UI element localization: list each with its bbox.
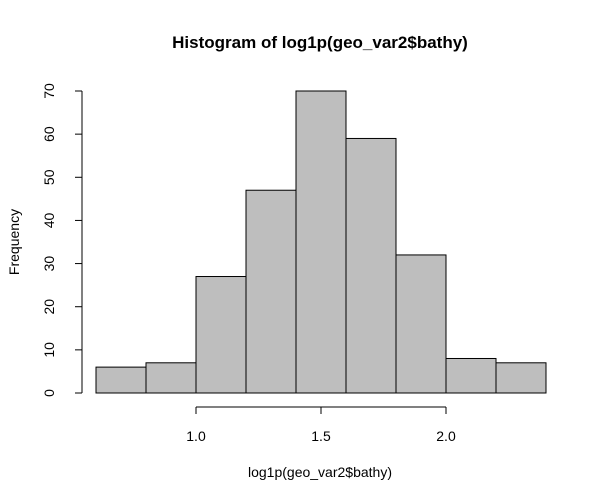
y-tick-label-2: 10 (41, 342, 57, 358)
histogram-bar-8 (445, 357, 497, 394)
histogram-bar-2 (145, 362, 197, 394)
histogram-bar-3 (195, 276, 247, 394)
histogram-bars (95, 90, 547, 394)
histogram-bar-6 (345, 137, 397, 394)
y-axis: 0 10 20 30 40 50 60 70 (41, 83, 83, 397)
y-tick-label-1: 0 (41, 389, 57, 397)
x-tick-label-1: 1.0 (186, 428, 206, 444)
y-tick-label-7: 60 (41, 126, 57, 142)
y-tick-label-8: 70 (41, 83, 57, 99)
x-axis-label: log1p(geo_var2$bathy) (248, 464, 392, 480)
x-tick-label-3: 2.0 (436, 428, 456, 444)
histogram-bar-9 (495, 362, 547, 394)
histogram-bar-5 (295, 90, 347, 394)
histogram-bar-1 (95, 366, 147, 394)
histogram-bar-7 (395, 254, 447, 394)
x-axis: 1.0 1.5 2.0 (186, 406, 456, 444)
y-axis-label: Frequency (6, 209, 22, 275)
histogram-bar-4 (245, 189, 297, 394)
y-tick-label-3: 20 (41, 299, 57, 315)
chart-title: Histogram of log1p(geo_var2$bathy) (172, 33, 468, 52)
x-tick-label-2: 1.5 (311, 428, 331, 444)
y-tick-label-5: 40 (41, 212, 57, 228)
y-tick-label-6: 50 (41, 169, 57, 185)
y-tick-label-4: 30 (41, 256, 57, 272)
